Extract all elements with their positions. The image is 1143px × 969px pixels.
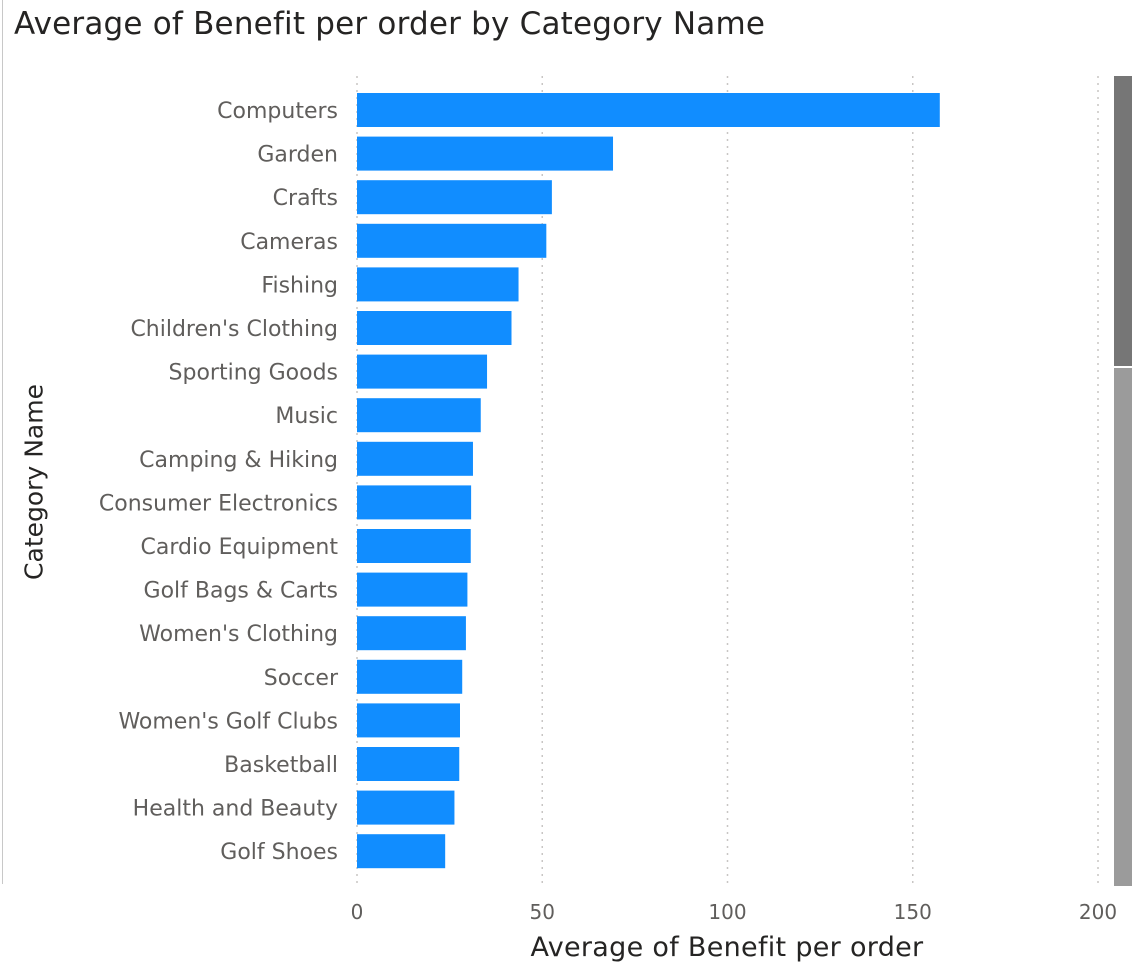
- x-tick-label: 0: [351, 900, 364, 924]
- bar-sporting-goods[interactable]: [357, 354, 488, 389]
- visual-border: [2, 0, 3, 884]
- category-label: Basketball: [224, 753, 338, 778]
- category-label: Soccer: [264, 666, 339, 691]
- bar-garden[interactable]: [357, 136, 614, 171]
- category-label: Cameras: [240, 230, 338, 255]
- category-label: Cardio Equipment: [141, 535, 339, 560]
- bar-golf-bags-carts[interactable]: [357, 572, 468, 607]
- bar-basketball[interactable]: [357, 747, 460, 781]
- x-tick-label: 150: [894, 900, 932, 924]
- x-tick-label: 200: [1079, 900, 1117, 924]
- category-label: Music: [275, 404, 338, 429]
- chart-title: Average of Benefit per order by Category…: [14, 6, 766, 42]
- bar-music[interactable]: [357, 398, 481, 433]
- bar-fishing[interactable]: [357, 267, 519, 302]
- category-label: Women's Golf Clubs: [118, 709, 338, 734]
- bars: [357, 93, 940, 869]
- category-label: Golf Bags & Carts: [144, 579, 338, 604]
- x-tick-label: 50: [530, 900, 555, 924]
- category-label: Fishing: [261, 273, 338, 298]
- scrollbar-thumb[interactable]: [1114, 76, 1132, 366]
- bar-computers[interactable]: [357, 93, 940, 127]
- category-label: Children's Clothing: [130, 317, 338, 342]
- category-labels: Computers Garden Crafts Cameras Fishing Child…: [99, 99, 339, 865]
- category-label: Camping & Hiking: [139, 448, 338, 473]
- x-tick-labels: 0 50 100 150 200: [351, 900, 1117, 924]
- bar-camping-hiking[interactable]: [357, 441, 473, 476]
- bar-women-s-clothing[interactable]: [357, 616, 466, 651]
- bar-children-s-clothing[interactable]: [357, 311, 512, 345]
- category-label: Computers: [217, 99, 338, 124]
- category-label: Golf Shoes: [220, 840, 338, 865]
- category-label: Garden: [257, 143, 338, 168]
- bar-cameras[interactable]: [357, 223, 547, 258]
- x-tick-label: 100: [708, 900, 746, 924]
- category-label: Sporting Goods: [169, 361, 338, 386]
- bar-health-and-beauty[interactable]: [357, 790, 455, 825]
- x-axis-label: Average of Benefit per order: [530, 932, 924, 963]
- category-label: Crafts: [273, 186, 338, 211]
- scrollbar-separator: [1114, 366, 1132, 368]
- bar-cardio-equipment[interactable]: [357, 529, 471, 563]
- category-label: Health and Beauty: [133, 797, 338, 822]
- category-label: Consumer Electronics: [99, 491, 338, 516]
- bar-soccer[interactable]: [357, 659, 463, 694]
- bar-golf-shoes[interactable]: [357, 834, 446, 869]
- bar-crafts[interactable]: [357, 180, 552, 215]
- bar-consumer-electronics[interactable]: [357, 485, 472, 520]
- category-label: Women's Clothing: [139, 622, 338, 647]
- bar-women-s-golf-clubs[interactable]: [357, 703, 460, 738]
